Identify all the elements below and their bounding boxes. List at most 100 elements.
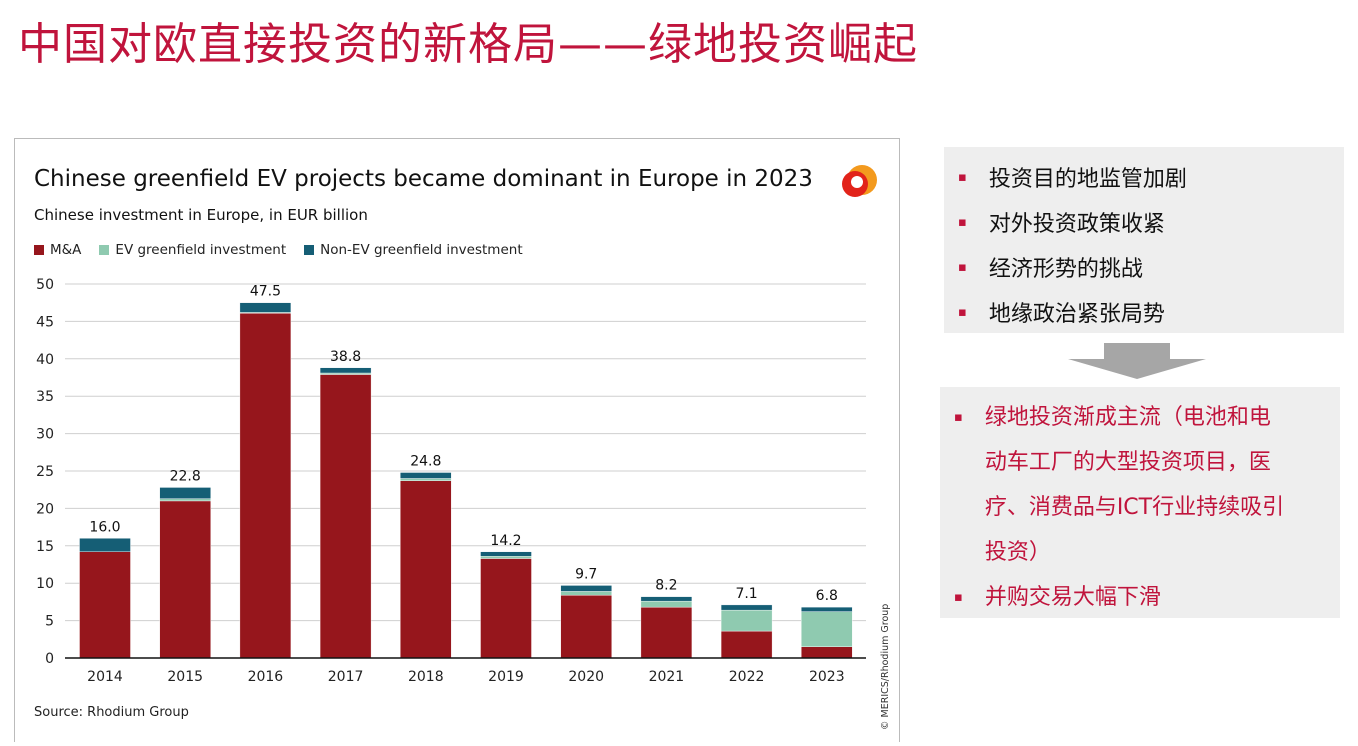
x-tick-label: 2021 [649,669,685,685]
legend-label: M&A [50,242,82,258]
down-arrow-icon [1068,343,1206,379]
bar-segment-ev-greenfield-investment [720,609,773,632]
chart-credit: © MERICS/Rhodium Group [880,603,891,730]
bullet-icon: ▪ [958,259,967,275]
bar-segment-m-a [640,606,693,659]
driver-text: 经济形势的挑战 [988,257,1143,282]
x-tick-label: 2018 [408,669,444,685]
bar-segment-m-a [720,630,773,659]
chart-subtitle: Chinese investment in Europe, in EUR bil… [34,206,368,224]
bar-segment-m-a [801,646,853,659]
total-label: 16.0 [89,519,120,535]
total-label: 14.2 [490,533,521,549]
total-label: 9.7 [575,566,597,582]
bullet-icon: ▪ [954,410,963,425]
x-tick-label: 2023 [809,669,845,685]
chart-panel [14,138,900,742]
y-tick-label: 40 [36,352,54,368]
bar-segment-m-a [159,500,211,659]
outcome-text-line: 并购交易大幅下滑 [984,585,1161,610]
y-tick-label: 5 [45,614,54,630]
bar-segment-non-ev-greenfield-investment [239,302,292,313]
bar-segment-m-a [79,551,131,659]
chart-source: Source: Rhodium Group [34,705,189,720]
y-tick-label: 30 [36,427,54,443]
bar-segment-non-ev-greenfield-investment [319,367,372,374]
bar-segment-non-ev-greenfield-investment [159,487,211,499]
total-label: 8.2 [655,578,677,594]
chart-title: Chinese greenfield EV projects became do… [34,166,813,192]
outcome-item: ▪ 绿地投资渐成主流（电池和电 动车工厂的大型投资项目，医 疗、消费品与ICT行业持续… [954,395,1284,575]
bullet-icon: ▪ [958,304,967,320]
driver-text: 投资目的地监管加剧 [988,167,1187,192]
outcome-text-line: 绿地投资渐成主流（电池和电 [984,405,1271,430]
x-tick-label: 2016 [248,669,284,685]
total-label: 38.8 [330,349,361,365]
drivers-box: ▪ 投资目的地监管加剧 ▪ 对外投资政策收紧 ▪ 经济形势的挑战 ▪ 地缘政治紧张局势 [944,147,1344,333]
bar-segment-non-ev-greenfield-investment [480,551,532,557]
y-tick-label: 0 [45,651,54,667]
outcome-text-line: 动车工厂的大型投资项目，医 [984,450,1271,475]
legend-swatch [99,245,110,255]
bar-segment-non-ev-greenfield-investment [640,596,693,602]
legend-ma: M&A [34,242,81,258]
x-tick-label: 2019 [488,669,524,685]
bullet-icon: ▪ [954,590,963,605]
y-tick-label: 10 [36,576,54,592]
total-label: 22.8 [170,468,201,484]
bullet-icon: ▪ [958,214,967,230]
total-label: 6.8 [816,588,838,604]
bar-segment-non-ev-greenfield-investment [400,472,452,479]
bar-segment-ev-greenfield-investment [159,498,211,502]
y-tick-label: 45 [36,314,54,330]
legend-label: Non-EV greenfield investment [320,242,523,258]
chart-legend: M&A EV greenfield investment Non-EV gree… [34,242,523,258]
bar-segment-ev-greenfield-investment [400,478,452,481]
bar-segment-m-a [560,594,612,659]
merics-logo-icon [842,165,877,197]
bar-segment-ev-greenfield-investment [560,591,612,596]
y-tick-label: 25 [36,464,54,480]
outcomes-box: ▪ 绿地投资渐成主流（电池和电 动车工厂的大型投资项目，医 疗、消费品与ICT行业持续… [940,387,1340,618]
bar-segment-ev-greenfield-investment [319,372,372,375]
bar-segment-m-a [400,480,452,659]
driver-text: 地缘政治紧张局势 [988,302,1165,327]
y-tick-label: 35 [36,389,54,405]
driver-text: 对外投资政策收紧 [988,212,1165,237]
outcome-text-line: 疗、消费品与ICT行业持续吸引 [984,495,1285,520]
x-tick-label: 2015 [167,669,203,685]
x-tick-label: 2020 [568,669,604,685]
bullet-icon: ▪ [958,169,967,185]
legend-swatch [304,245,315,255]
y-tick-label: 20 [36,501,54,517]
total-label: 7.1 [735,586,757,602]
bar-segment-ev-greenfield-investment [640,600,693,608]
bar-segment-m-a [480,558,532,659]
y-tick-label: 50 [36,277,54,293]
driver-item: ▪ 经济形势的挑战 [958,251,1143,283]
legend-ev: EV greenfield investment [99,242,286,258]
total-label: 47.5 [250,284,281,300]
bar-segment-m-a [239,312,292,659]
total-label: 24.8 [410,453,441,469]
x-tick-label: 2014 [87,669,123,685]
driver-item: ▪ 地缘政治紧张局势 [958,296,1165,328]
legend-swatch [34,245,44,255]
x-tick-label: 2022 [729,669,765,685]
driver-item: ▪ 投资目的地监管加剧 [958,161,1187,193]
x-tick-label: 2017 [328,669,364,685]
driver-item: ▪ 对外投资政策收紧 [958,206,1165,238]
outcome-item: ▪ 并购交易大幅下滑 [954,575,1161,620]
bar-segment-non-ev-greenfield-investment [79,538,131,552]
y-tick-label: 15 [36,539,54,555]
slide-title: 中国对欧直接投资的新格局——绿地投资崛起 [18,19,918,70]
legend-label: EV greenfield investment [115,242,287,258]
bar-segment-non-ev-greenfield-investment [560,585,612,592]
bar-segment-non-ev-greenfield-investment [801,606,853,612]
bar-segment-ev-greenfield-investment [480,556,532,559]
bar-segment-m-a [319,374,372,659]
bar-segment-ev-greenfield-investment [801,611,853,647]
legend-nonev: Non-EV greenfield investment [304,242,523,258]
bar-segment-non-ev-greenfield-investment [720,604,773,611]
